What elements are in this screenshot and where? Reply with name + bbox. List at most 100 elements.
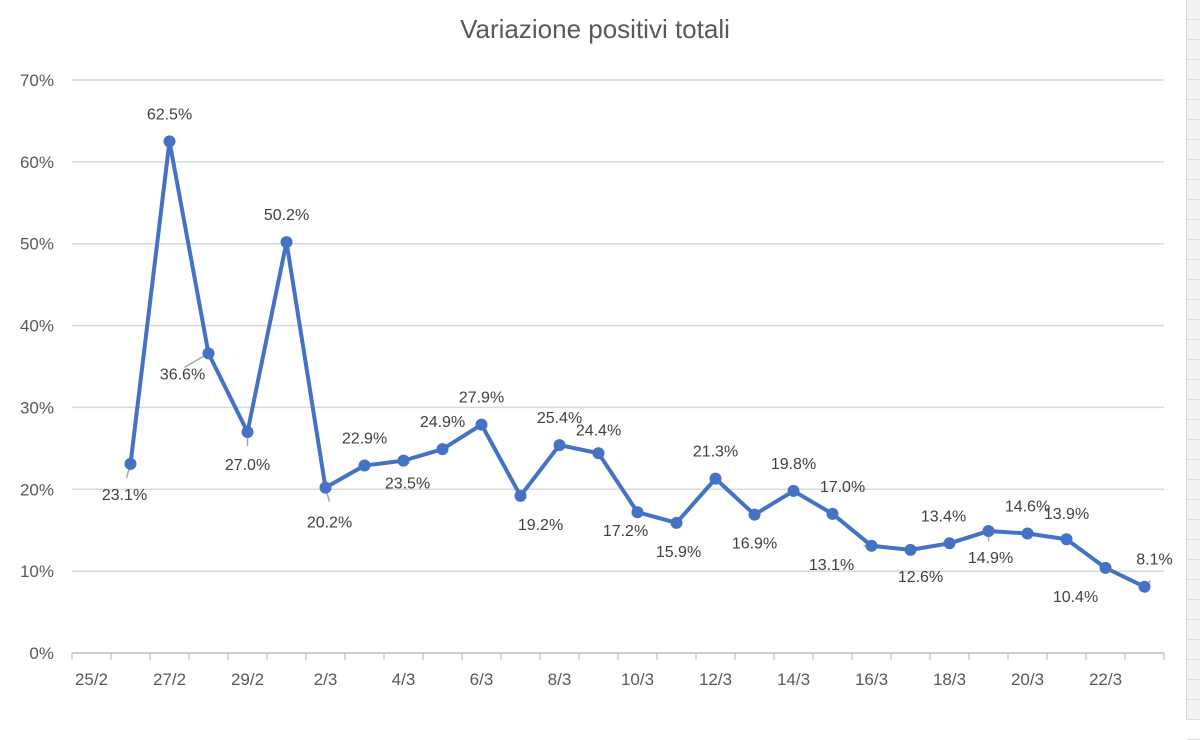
spreadsheet-cell xyxy=(1187,660,1200,680)
x-tick-label: 14/3 xyxy=(777,670,810,689)
chart-title: Variazione positivi totali xyxy=(460,14,730,44)
data-label: 13.1% xyxy=(809,557,854,574)
data-label: 24.4% xyxy=(576,422,621,439)
line-chart-plot: 0% 10% 20% 30% 40% 50% 60% 70% 25/2 27/2 29/2 2/3 4/… xyxy=(20,71,1173,689)
x-tick-label: 25/2 xyxy=(75,670,108,689)
y-tick-label: 30% xyxy=(20,398,54,417)
data-point xyxy=(982,525,995,538)
spreadsheet-cell xyxy=(1187,500,1200,520)
data-point xyxy=(592,447,605,460)
data-point xyxy=(436,443,449,456)
data-label: 13.9% xyxy=(1044,506,1089,523)
spreadsheet-cell xyxy=(1187,480,1200,500)
x-tick-label: 4/3 xyxy=(392,670,416,689)
spreadsheet-cell xyxy=(1187,540,1200,560)
spreadsheet-cell xyxy=(1187,560,1200,580)
data-label: 24.9% xyxy=(420,414,465,431)
x-tick-label: 2/3 xyxy=(314,670,338,689)
spreadsheet-cell xyxy=(1187,720,1200,740)
data-label: 8.1% xyxy=(1136,552,1172,569)
data-label: 15.9% xyxy=(656,544,701,561)
data-point xyxy=(202,347,215,360)
data-label: 21.3% xyxy=(693,444,738,461)
spreadsheet-cell xyxy=(1187,400,1200,420)
spreadsheet-cell xyxy=(1187,40,1200,60)
data-label: 22.9% xyxy=(342,431,387,448)
data-label: 14.6% xyxy=(1005,498,1050,515)
data-label: 12.6% xyxy=(898,569,943,586)
spreadsheet-cell xyxy=(1187,180,1200,200)
data-label: 20.2% xyxy=(307,515,352,532)
spreadsheet-cell xyxy=(1187,340,1200,360)
x-tick-label: 6/3 xyxy=(470,670,494,689)
x-tick-label: 18/3 xyxy=(933,670,966,689)
data-point xyxy=(1060,533,1073,546)
spreadsheet-cell xyxy=(1187,240,1200,260)
data-label: 27.9% xyxy=(459,390,504,407)
data-point xyxy=(787,484,800,497)
spreadsheet-cell xyxy=(1187,620,1200,640)
data-point xyxy=(670,516,683,529)
spreadsheet-cell xyxy=(1187,200,1200,220)
data-label: 17.0% xyxy=(820,479,865,496)
spreadsheet-cell xyxy=(1187,460,1200,480)
data-label: 23.5% xyxy=(385,476,430,493)
y-tick-label: 50% xyxy=(20,235,54,254)
spreadsheet-cell xyxy=(1187,100,1200,120)
spreadsheet-cell xyxy=(1187,700,1200,720)
spreadsheet-cell xyxy=(1187,300,1200,320)
x-tick-label: 10/3 xyxy=(621,670,654,689)
data-point xyxy=(865,539,878,552)
data-label: 27.0% xyxy=(225,457,270,474)
data-point xyxy=(358,459,371,472)
data-point xyxy=(1099,561,1112,574)
data-label: 19.2% xyxy=(518,517,563,534)
data-point xyxy=(475,418,488,431)
spreadsheet-cell xyxy=(1187,380,1200,400)
data-label: 36.6% xyxy=(160,366,205,383)
spreadsheet-cell xyxy=(1187,360,1200,380)
y-tick-label: 10% xyxy=(20,562,54,581)
data-point xyxy=(241,425,254,438)
x-tick-label: 20/3 xyxy=(1011,670,1044,689)
data-label: 25.4% xyxy=(537,410,582,427)
spreadsheet-cell xyxy=(1187,600,1200,620)
spreadsheet-cell xyxy=(1187,120,1200,140)
data-label: 23.1% xyxy=(102,487,147,504)
spreadsheet-cell xyxy=(1187,140,1200,160)
data-point xyxy=(553,439,566,452)
x-tick-label: 22/3 xyxy=(1089,670,1122,689)
data-label: 62.5% xyxy=(147,106,192,123)
data-label: 10.4% xyxy=(1053,589,1098,606)
spreadsheet-edge xyxy=(1186,0,1200,740)
x-tick-label: 29/2 xyxy=(231,670,264,689)
spreadsheet-cell xyxy=(1187,220,1200,240)
data-label: 50.2% xyxy=(264,207,309,224)
data-point xyxy=(631,506,644,519)
data-point xyxy=(748,508,761,521)
data-point xyxy=(1021,527,1034,540)
data-point xyxy=(163,135,176,148)
x-tick-label: 16/3 xyxy=(855,670,888,689)
spreadsheet-cell xyxy=(1187,640,1200,660)
data-point xyxy=(709,472,722,485)
data-label: 17.2% xyxy=(603,523,648,540)
spreadsheet-cell xyxy=(1187,160,1200,180)
data-point xyxy=(319,481,332,494)
x-tick-label: 12/3 xyxy=(699,670,732,689)
spreadsheet-cell xyxy=(1187,680,1200,700)
data-point xyxy=(943,537,956,550)
x-tick-label: 8/3 xyxy=(548,670,572,689)
spreadsheet-cell xyxy=(1187,260,1200,280)
x-tick-label: 27/2 xyxy=(153,670,186,689)
y-tick-label: 0% xyxy=(29,644,54,663)
spreadsheet-cell xyxy=(1187,440,1200,460)
spreadsheet-cell xyxy=(1187,420,1200,440)
data-point xyxy=(397,454,410,467)
data-label: 19.8% xyxy=(771,456,816,473)
data-point xyxy=(124,457,137,470)
data-point xyxy=(826,507,839,520)
y-tick-label: 60% xyxy=(20,153,54,172)
data-point xyxy=(280,236,293,249)
spreadsheet-cell xyxy=(1187,20,1200,40)
